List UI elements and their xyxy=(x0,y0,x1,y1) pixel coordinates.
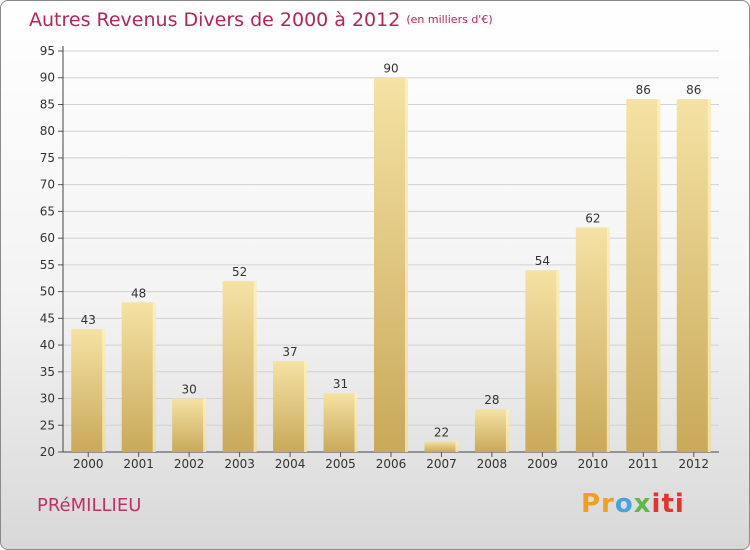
y-tick-label: 65 xyxy=(40,204,55,218)
y-tick-label: 40 xyxy=(40,338,55,352)
y-tick-label: 45 xyxy=(40,311,55,325)
bar-highlight xyxy=(657,99,661,453)
bar-highlight xyxy=(253,280,257,452)
y-tick-label: 95 xyxy=(40,44,55,58)
data-label: 54 xyxy=(535,254,550,268)
data-label: 28 xyxy=(484,393,499,407)
data-label: 48 xyxy=(131,286,146,300)
x-tick-label: 2006 xyxy=(376,457,407,471)
bar-highlight xyxy=(606,227,610,452)
bar xyxy=(222,280,257,452)
bar-highlight xyxy=(152,302,156,452)
x-tick-label: 2007 xyxy=(426,457,457,471)
data-label: 90 xyxy=(383,62,398,76)
bar xyxy=(71,329,106,452)
commune-name: PRéMILLIEU xyxy=(37,495,142,516)
data-label: 43 xyxy=(81,313,96,327)
data-label: 30 xyxy=(182,383,197,397)
x-tick-label: 2000 xyxy=(73,457,104,471)
bar xyxy=(676,99,711,453)
x-tick-label: 2004 xyxy=(275,457,306,471)
bar-highlight xyxy=(102,329,106,452)
bar-highlight xyxy=(304,361,308,452)
bar-highlight xyxy=(455,441,459,452)
x-tick-label: 2001 xyxy=(123,457,154,471)
y-tick-label: 85 xyxy=(40,97,55,111)
y-tick-label: 90 xyxy=(40,71,55,85)
x-tick-label: 2002 xyxy=(174,457,205,471)
y-tick-label: 75 xyxy=(40,151,55,165)
bar xyxy=(474,409,509,452)
bar xyxy=(374,77,408,452)
y-tick-label: 50 xyxy=(40,285,55,299)
data-label: 86 xyxy=(636,83,651,97)
bar xyxy=(121,302,156,452)
bar xyxy=(172,398,207,452)
bar xyxy=(424,441,459,452)
chart-title: Autres Revenus Divers de 2000 à 2012 (en … xyxy=(29,9,493,31)
x-tick-label: 2005 xyxy=(325,457,356,471)
bar-highlight xyxy=(405,77,408,452)
y-tick-label: 70 xyxy=(40,178,55,192)
y-tick-label: 30 xyxy=(40,392,55,406)
data-label: 86 xyxy=(686,83,701,97)
x-tick-label: 2009 xyxy=(527,457,558,471)
data-label: 22 xyxy=(434,425,449,439)
x-tick-label: 2011 xyxy=(628,457,659,471)
y-tick-label: 35 xyxy=(40,365,55,379)
y-tick-label: 80 xyxy=(40,124,55,138)
y-tick-label: 25 xyxy=(40,418,55,432)
bar xyxy=(273,361,308,452)
chart-title-unit: (en milliers d'€) xyxy=(406,13,493,26)
bar xyxy=(323,393,358,452)
y-tick-label: 20 xyxy=(40,445,55,459)
data-label: 31 xyxy=(333,377,348,391)
bar-highlight xyxy=(505,409,509,452)
bar-highlight xyxy=(707,99,711,453)
y-tick-label: 55 xyxy=(40,258,55,272)
chart-title-text: Autres Revenus Divers de 2000 à 2012 xyxy=(29,9,401,31)
data-label: 62 xyxy=(585,211,600,225)
bar xyxy=(575,227,610,452)
data-label: 52 xyxy=(232,265,247,279)
x-tick-label: 2003 xyxy=(224,457,255,471)
data-label: 37 xyxy=(282,345,297,359)
bar xyxy=(525,270,560,452)
x-tick-label: 2010 xyxy=(578,457,609,471)
proxiti-logo: Proxiti xyxy=(581,489,685,519)
bar xyxy=(626,99,661,453)
y-tick-label: 60 xyxy=(40,231,55,245)
bar-highlight xyxy=(354,393,358,452)
bar-highlight xyxy=(203,398,207,452)
x-tick-label: 2012 xyxy=(678,457,709,471)
x-tick-label: 2008 xyxy=(477,457,508,471)
bar-highlight xyxy=(556,270,560,452)
